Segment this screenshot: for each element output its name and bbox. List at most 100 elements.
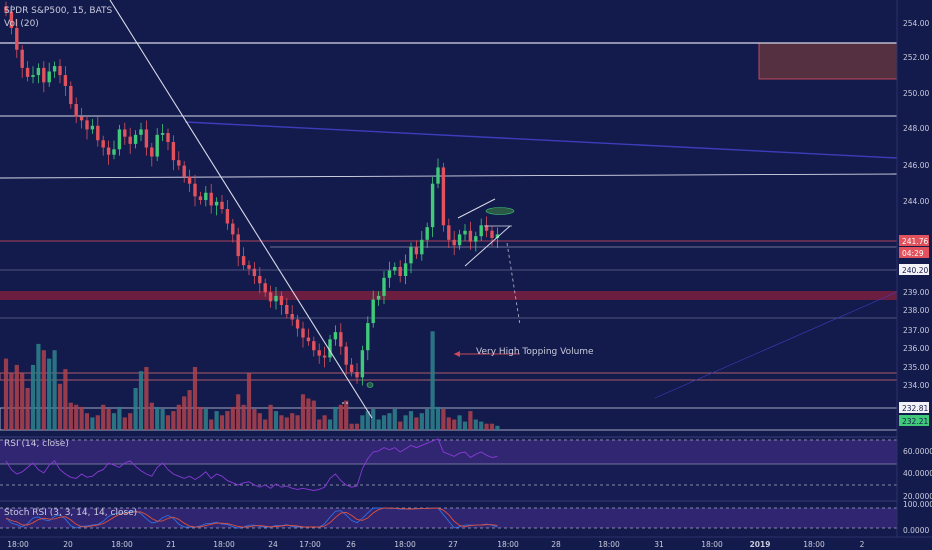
price-tick: 248.00 xyxy=(903,124,929,133)
candle-down xyxy=(349,364,354,372)
volume-bar xyxy=(203,409,208,430)
candle-up xyxy=(333,332,338,340)
low-marker-ellipse[interactable] xyxy=(366,382,374,388)
candle-down xyxy=(209,192,213,206)
annotation-text[interactable]: Very High Topping Volume xyxy=(476,347,594,357)
volume-bar xyxy=(284,417,289,430)
volume-bar xyxy=(198,406,203,430)
volume-bar xyxy=(9,373,14,430)
volume-bar xyxy=(473,419,478,430)
candle-down xyxy=(312,341,316,351)
volume-bar xyxy=(435,406,441,430)
candle-down xyxy=(290,314,294,320)
volume-bar xyxy=(392,409,397,430)
candle-down xyxy=(85,120,89,130)
volume-bar xyxy=(74,404,79,430)
rsi-indicator-label[interactable]: RSI (14, close) xyxy=(4,439,69,449)
volume-bar xyxy=(241,404,246,430)
candle-up xyxy=(463,230,467,235)
candle-up xyxy=(117,129,122,150)
candle-down xyxy=(339,332,343,347)
candle-down xyxy=(101,140,105,148)
volume-bar xyxy=(371,409,376,430)
projection-dashed-line[interactable] xyxy=(506,242,521,326)
volume-bar xyxy=(398,421,403,430)
price-tick: 236.00 xyxy=(903,344,929,353)
volume-bar xyxy=(155,406,160,430)
stoch-indicator-label[interactable]: Stoch RSI (3, 3, 14, 14, close) xyxy=(4,508,137,518)
stoch-d-line[interactable] xyxy=(5,507,498,528)
candle-up xyxy=(31,75,35,77)
top-marker-ellipse[interactable] xyxy=(485,207,515,215)
volume-bar xyxy=(457,415,462,430)
time-tick: 18:00 xyxy=(497,540,519,549)
volume-bar xyxy=(246,373,252,430)
candle-up xyxy=(436,167,440,184)
candle-down xyxy=(236,234,240,257)
candle-up xyxy=(382,277,386,296)
price-marker-232b-bg xyxy=(899,415,929,426)
wedge-upper-line[interactable] xyxy=(457,198,496,219)
volume-bar xyxy=(165,415,171,430)
candle-down xyxy=(344,346,348,365)
time-tick: 2019 xyxy=(750,540,771,549)
support-zone[interactable] xyxy=(0,291,897,300)
volume-bar xyxy=(403,415,408,430)
target-box[interactable] xyxy=(758,42,898,80)
candle-down xyxy=(220,201,224,210)
volume-bar xyxy=(317,419,322,430)
volume-bar xyxy=(252,409,257,430)
candle-down xyxy=(398,266,402,277)
candle-down xyxy=(20,49,24,68)
candle-down xyxy=(247,265,251,269)
candle-up xyxy=(425,227,429,240)
price-marker-240: 240.20 xyxy=(902,266,928,275)
volume-bar xyxy=(133,388,138,430)
volume-bar xyxy=(225,411,230,430)
volume-bar xyxy=(452,419,457,430)
candle-down xyxy=(58,66,62,76)
volume-bar xyxy=(419,413,424,430)
volume-bar xyxy=(376,419,381,430)
volume-bar xyxy=(230,406,235,430)
candle-down xyxy=(79,116,84,121)
volume-bar xyxy=(311,400,316,430)
volume-bar xyxy=(381,415,387,430)
annotation-arrow-head[interactable] xyxy=(454,351,460,357)
countdown-tag: 04:29 xyxy=(902,249,924,258)
time-axis[interactable] xyxy=(0,537,932,550)
volume-bar xyxy=(279,415,284,430)
candle-down xyxy=(15,28,19,50)
current-price-tag-bg xyxy=(899,235,929,246)
downtrend-line[interactable] xyxy=(109,0,373,419)
candle-up xyxy=(274,295,278,302)
channel-line-upper[interactable] xyxy=(184,121,898,159)
wedge-lower-line[interactable] xyxy=(464,225,511,267)
volume-bar xyxy=(327,419,333,430)
rsi-tick: 60.0000 xyxy=(903,447,932,456)
volume-bar xyxy=(25,388,30,430)
price-tick: 239.00 xyxy=(903,288,929,297)
volume-bar xyxy=(79,406,84,430)
volume-bar xyxy=(338,404,343,430)
volume-bar xyxy=(387,413,392,430)
volume-indicator-label[interactable]: Vol (20) xyxy=(4,19,39,29)
candle-up xyxy=(376,295,381,300)
symbol-title[interactable]: SPDR S&P500, 15, BATS xyxy=(4,6,113,16)
volume-bar xyxy=(187,390,192,430)
volume-bar xyxy=(430,331,435,430)
candle-down xyxy=(63,75,68,86)
candle-down xyxy=(123,129,127,137)
channel-line-lower[interactable] xyxy=(654,291,898,399)
volume-bar xyxy=(63,369,68,430)
candle-up xyxy=(328,339,332,358)
level-line-245[interactable] xyxy=(0,173,898,179)
volume-bar xyxy=(209,419,214,430)
candle-up xyxy=(420,239,424,255)
rsi-line[interactable] xyxy=(5,438,498,491)
current-price-tag: 241.76 xyxy=(902,237,928,246)
candle-down xyxy=(144,129,149,148)
candle-down xyxy=(452,239,456,246)
volume-bar xyxy=(52,350,57,430)
